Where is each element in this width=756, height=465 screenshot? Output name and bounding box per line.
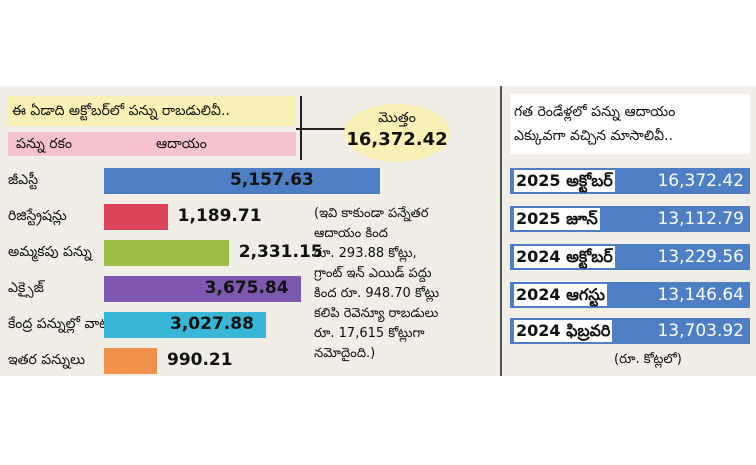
table-row: 2024 అక్టోబర్ 13,229.56: [510, 244, 750, 270]
category-label: ఇతర పన్నులు: [8, 352, 85, 368]
table-title-line: ఎక్కువగా వచ్చిన మాసాలివీ..: [514, 128, 673, 144]
column-header-type: పన్ను రకం: [16, 136, 73, 152]
note-line: నమోదైంది.): [314, 346, 376, 361]
note-line: రూ. 293.88 కోట్లు,: [314, 246, 417, 261]
month-value: 13,229.56: [657, 247, 744, 267]
month-value: 16,372.42: [657, 171, 744, 191]
note-line: రూ. 17,615 కోట్లుగా: [314, 326, 425, 341]
month-label: 2024 ఫిబ్రవరి: [514, 320, 613, 342]
table-row: 2025 జూన్ 13,112.79: [510, 206, 750, 232]
note-text: (ఇవి కాకుండా పన్నేతర ఆదాయం కింద రూ. 293.…: [314, 204, 502, 364]
bar: [104, 240, 229, 266]
bar: [104, 312, 267, 338]
category-label: జీఎస్టీ: [8, 172, 39, 188]
category-label: రిజిస్ట్రేషన్లు: [8, 208, 67, 224]
month-label: 2025 అక్టోబర్: [514, 170, 615, 192]
total-label: మొత్తం: [378, 110, 416, 126]
chart-title: ఈ ఏడాది అక్టోబర్‌లో పన్ను రాబడులివీ..: [8, 96, 296, 126]
table-row: 2024 ఫిబ్రవరి 13,703.92: [510, 318, 750, 344]
table-title-line: గత రెండేళ్లలో పన్ను ఆదాయం: [514, 104, 676, 120]
month-label: 2024 ఆగస్టు: [514, 284, 607, 306]
bar: [104, 276, 301, 302]
month-label: 2025 జూన్: [514, 208, 600, 230]
total-badge: మొత్తం 16,372.42: [344, 104, 450, 162]
bar-value-label: 3,675.84: [204, 278, 289, 298]
table-row: 2024 ఆగస్టు 13,146.64: [510, 282, 750, 308]
bar-value-label: 3,027.88: [170, 314, 254, 334]
category-label: కేంద్ర పన్నుల్లో వాటా: [8, 316, 115, 332]
note-line: (ఇవి కాకుండా పన్నేతర: [314, 206, 429, 221]
table-row: 2025 అక్టోబర్ 16,372.42: [510, 168, 750, 194]
month-label: 2024 అక్టోబర్: [514, 246, 615, 268]
table-title: గత రెండేళ్లలో పన్ను ఆదాయం ఎక్కువగా వచ్చి…: [510, 94, 750, 154]
section-divider: [500, 86, 502, 376]
bar: [104, 204, 168, 230]
column-headers: పన్ను రకం ఆదాయం: [8, 132, 296, 156]
month-value: 13,146.64: [657, 285, 744, 305]
bar-value-label: 990.21: [166, 350, 233, 370]
note-line: ఆదాయం కింద: [314, 226, 388, 241]
unit-label: (రూ. కోట్లలో): [614, 352, 682, 367]
connector-line-horizontal: [296, 128, 348, 130]
month-value: 13,112.79: [657, 209, 744, 229]
bar-value-label: 2,331.15: [238, 242, 323, 262]
month-value: 13,703.92: [657, 321, 744, 341]
bar: [104, 348, 157, 374]
total-value: 16,372.42: [346, 129, 448, 150]
bar-value-label: 5,157.63: [230, 170, 314, 190]
column-header-revenue: ఆదాయం: [156, 136, 207, 152]
category-label: ఎక్సైజ్: [8, 280, 44, 296]
bar: [104, 168, 380, 194]
note-line: కలిపి రెవెన్యూ రాబడులు: [314, 306, 439, 321]
note-line: కింద రూ. 948.70 కోట్లు: [314, 286, 440, 301]
category-label: అమ్మకపు పన్ను: [8, 244, 92, 260]
bar-value-label: 1,189.71: [177, 206, 262, 226]
note-line: గ్రాంట్ ఇన్ ఎయిడ్ పద్దు: [314, 266, 432, 281]
